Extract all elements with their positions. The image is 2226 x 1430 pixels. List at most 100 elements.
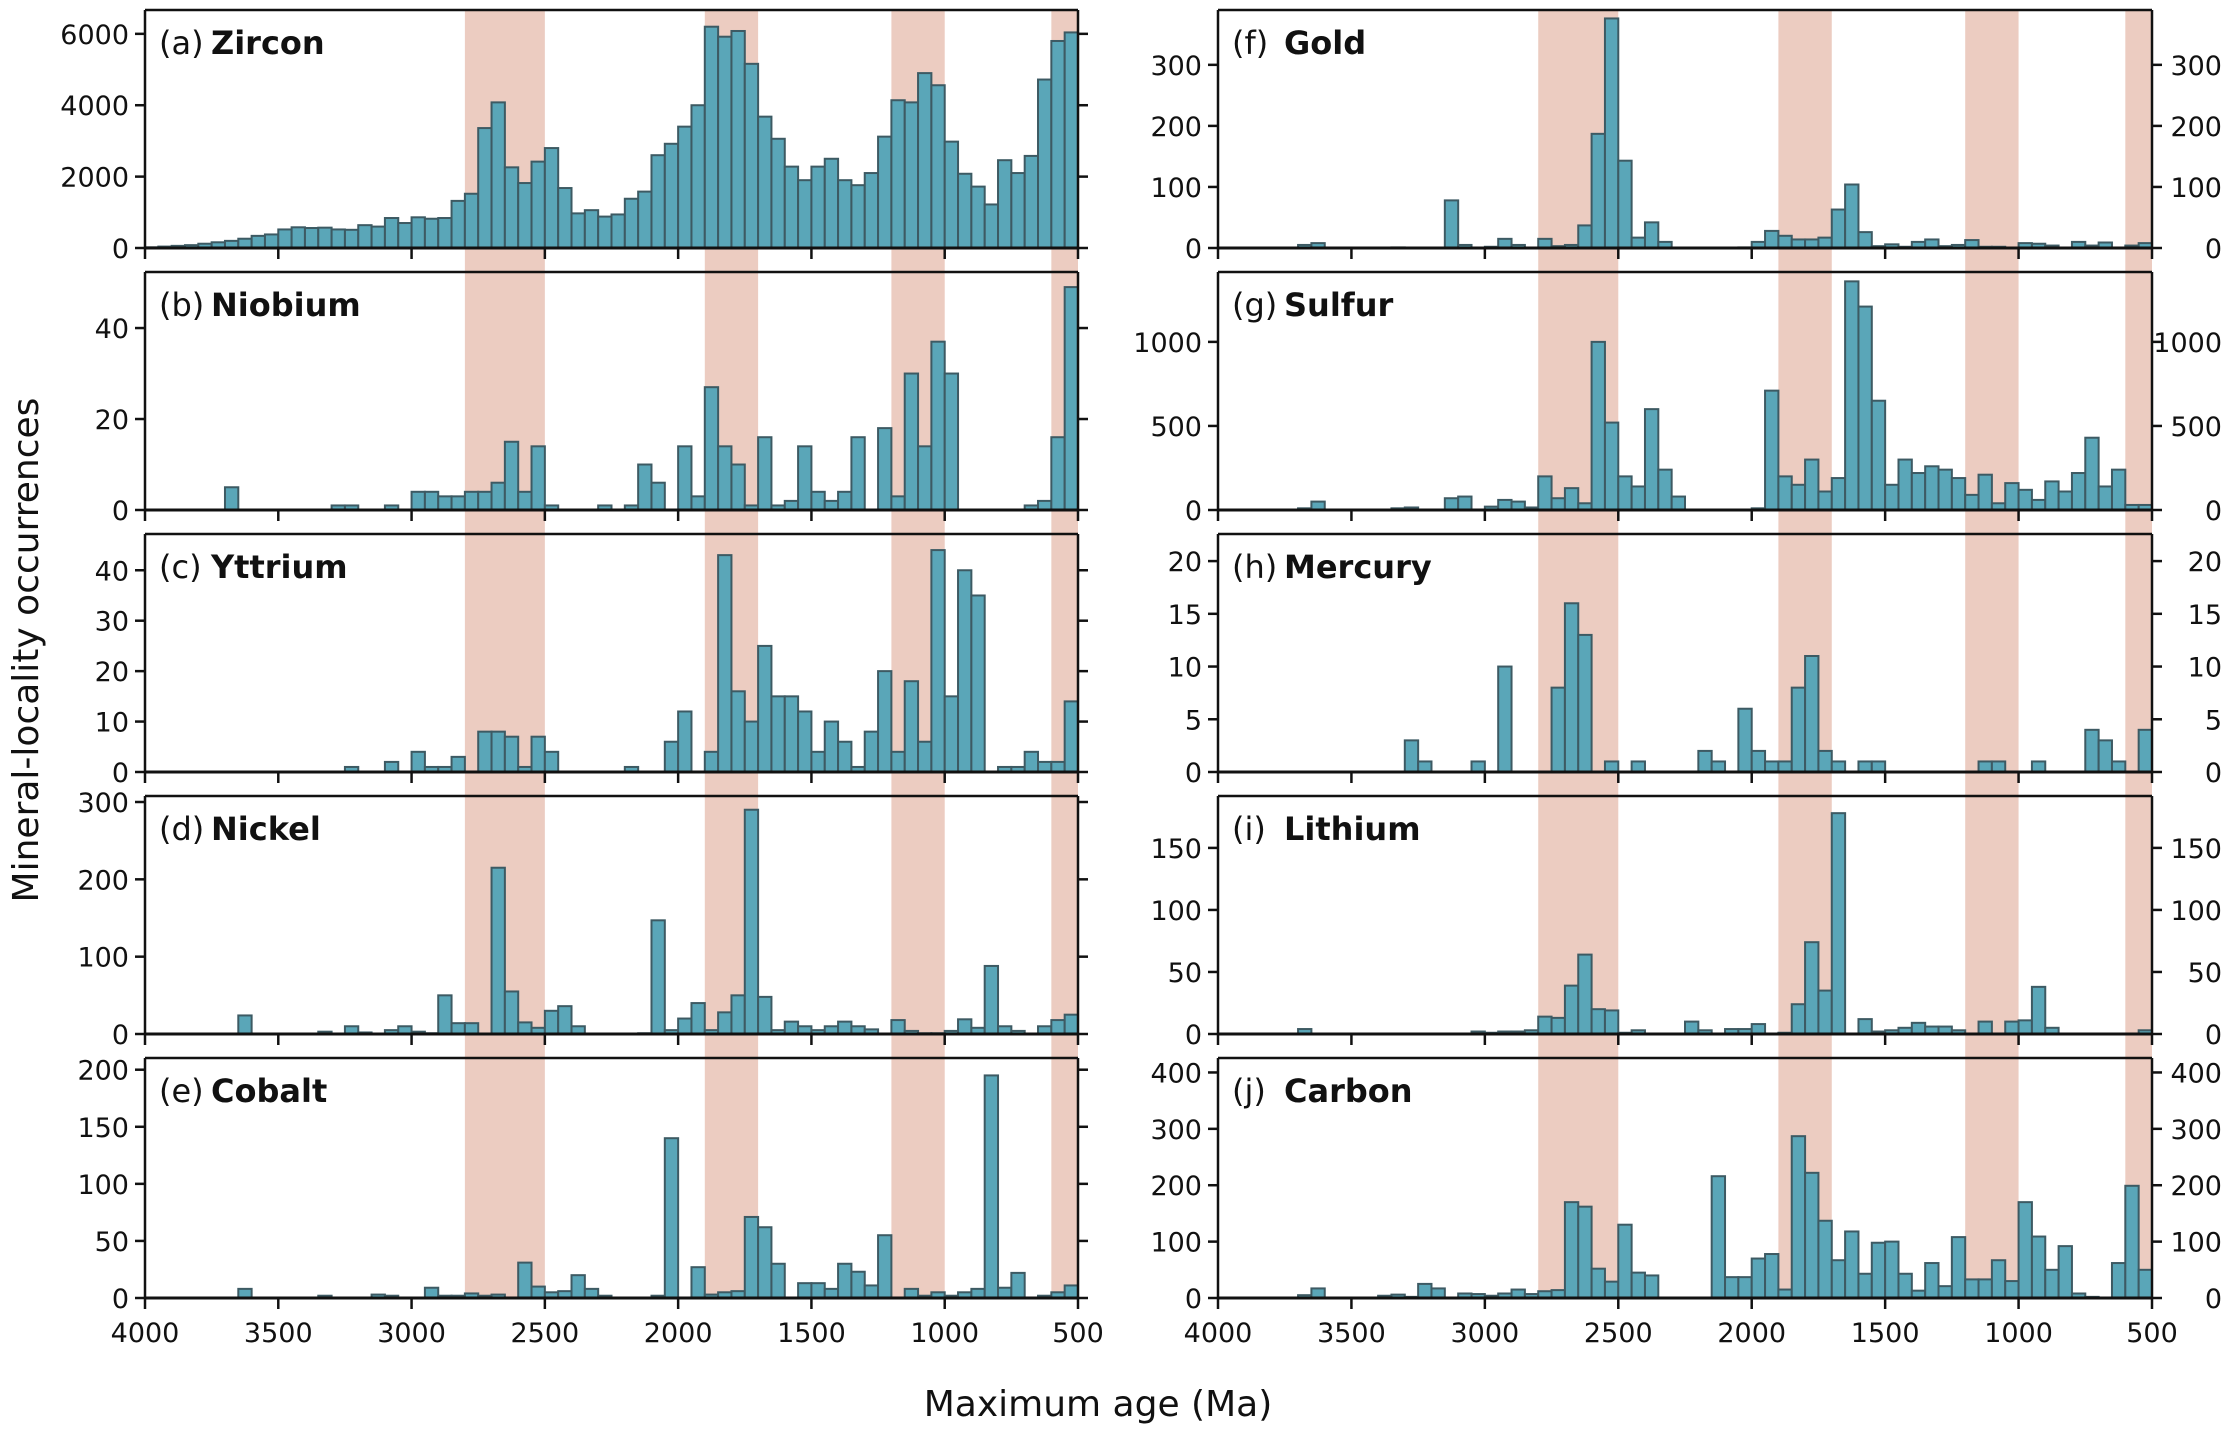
y-tick-label-right: 500 <box>2170 412 2222 443</box>
bar <box>2097 739 2113 774</box>
panel-tag: (e) <box>159 1072 204 1110</box>
bar <box>1710 1175 1727 1300</box>
bar <box>663 1137 680 1299</box>
bar <box>837 1262 853 1300</box>
y-tick-label-right: 200 <box>2170 112 2222 143</box>
bar <box>2057 1245 2073 1299</box>
bar <box>1830 1259 1847 1299</box>
bar <box>343 228 360 249</box>
bar <box>1037 78 1053 250</box>
panel-name: Zircon <box>211 24 325 62</box>
x-tick-label: 500 <box>1052 1318 1104 1349</box>
bar <box>1710 760 1727 773</box>
bar <box>997 1286 1013 1299</box>
bar <box>1590 1267 1606 1300</box>
bar <box>1063 31 1079 250</box>
bar <box>1417 760 1433 773</box>
bar <box>1537 475 1553 511</box>
bar <box>1950 477 1967 512</box>
x-tick-label: 500 <box>2126 1318 2178 1349</box>
bar <box>2097 485 2113 512</box>
y-tick-label: 150 <box>1150 834 1202 865</box>
y-tick-label: 300 <box>77 788 129 819</box>
bar <box>477 730 493 773</box>
bar <box>1443 199 1460 250</box>
bar <box>450 495 466 511</box>
y-tick-label: 50 <box>1168 958 1202 989</box>
bar <box>517 1021 533 1036</box>
bar <box>517 182 533 249</box>
bar <box>2030 1235 2047 1300</box>
bar <box>1830 208 1847 249</box>
bar <box>837 740 853 774</box>
bar <box>863 730 880 773</box>
bar <box>1857 1018 1873 1036</box>
bar <box>1804 458 1820 511</box>
x-tick-label: 2500 <box>510 1318 579 1349</box>
bar <box>623 197 640 249</box>
bar <box>637 190 653 249</box>
bar <box>410 216 426 249</box>
panel-niobium: 0 20 40 (b) Niobium <box>95 270 1088 527</box>
bar <box>1817 1219 1833 1300</box>
bar <box>1857 231 1873 249</box>
bar <box>2004 482 2020 511</box>
y-tick-label: 20 <box>95 405 129 436</box>
bar <box>957 172 973 249</box>
bar <box>717 35 733 249</box>
bar <box>1804 655 1820 773</box>
bar <box>1010 172 1026 250</box>
bar <box>930 549 946 774</box>
bar <box>1010 1271 1026 1300</box>
y-tick-label: 0 <box>112 234 129 265</box>
bar <box>890 495 906 511</box>
y-tick-label-right: 400 <box>2170 1058 2222 1089</box>
bar <box>1563 602 1580 773</box>
bar <box>1830 760 1847 773</box>
bar <box>543 147 560 249</box>
bar <box>1497 665 1513 774</box>
bar <box>1063 1284 1079 1299</box>
panel-tag: (i) <box>1232 810 1266 848</box>
bar <box>1897 1272 1913 1300</box>
bar <box>957 569 973 773</box>
bar <box>1590 1008 1606 1036</box>
bar <box>837 490 853 512</box>
y-tick-label: 200 <box>1150 112 1202 143</box>
y-tick-label-right: 5 <box>2205 705 2222 736</box>
x-tick-label: 1500 <box>1851 1318 1920 1349</box>
bar <box>1977 1020 1993 1035</box>
bar <box>1037 760 1053 773</box>
bar <box>850 184 866 249</box>
bar <box>797 179 813 249</box>
bar <box>1817 989 1833 1035</box>
panel-tag: (g) <box>1232 286 1277 324</box>
bar <box>850 436 866 512</box>
y-tick-label-right: 0 <box>2205 234 2222 265</box>
y-tick-label: 200 <box>77 865 129 896</box>
bar <box>703 25 720 250</box>
bar <box>663 142 680 249</box>
bar <box>1977 1278 1993 1300</box>
bar <box>1870 760 1887 773</box>
panel-lithium: 0 0 50 50 100 100 150 150 (i) Lithium <box>1150 794 2222 1051</box>
bar <box>943 695 960 774</box>
panel-tag: (d) <box>159 810 204 848</box>
bar <box>1630 236 1646 249</box>
y-tick-label: 4000 <box>60 91 129 122</box>
bar <box>1403 739 1420 774</box>
bar <box>1884 1240 1900 1300</box>
bar <box>2110 1262 2127 1300</box>
bar <box>477 490 493 512</box>
panel-tag: (h) <box>1232 548 1277 586</box>
bar <box>1777 475 1793 511</box>
bar <box>1550 497 1566 511</box>
bar <box>1577 633 1593 774</box>
bar <box>850 1270 866 1299</box>
bar <box>1457 495 1473 511</box>
bar <box>743 62 760 249</box>
bar <box>2004 1020 2020 1035</box>
bar <box>1804 941 1820 1035</box>
bar <box>1910 1021 1927 1036</box>
bar <box>1924 465 1940 511</box>
